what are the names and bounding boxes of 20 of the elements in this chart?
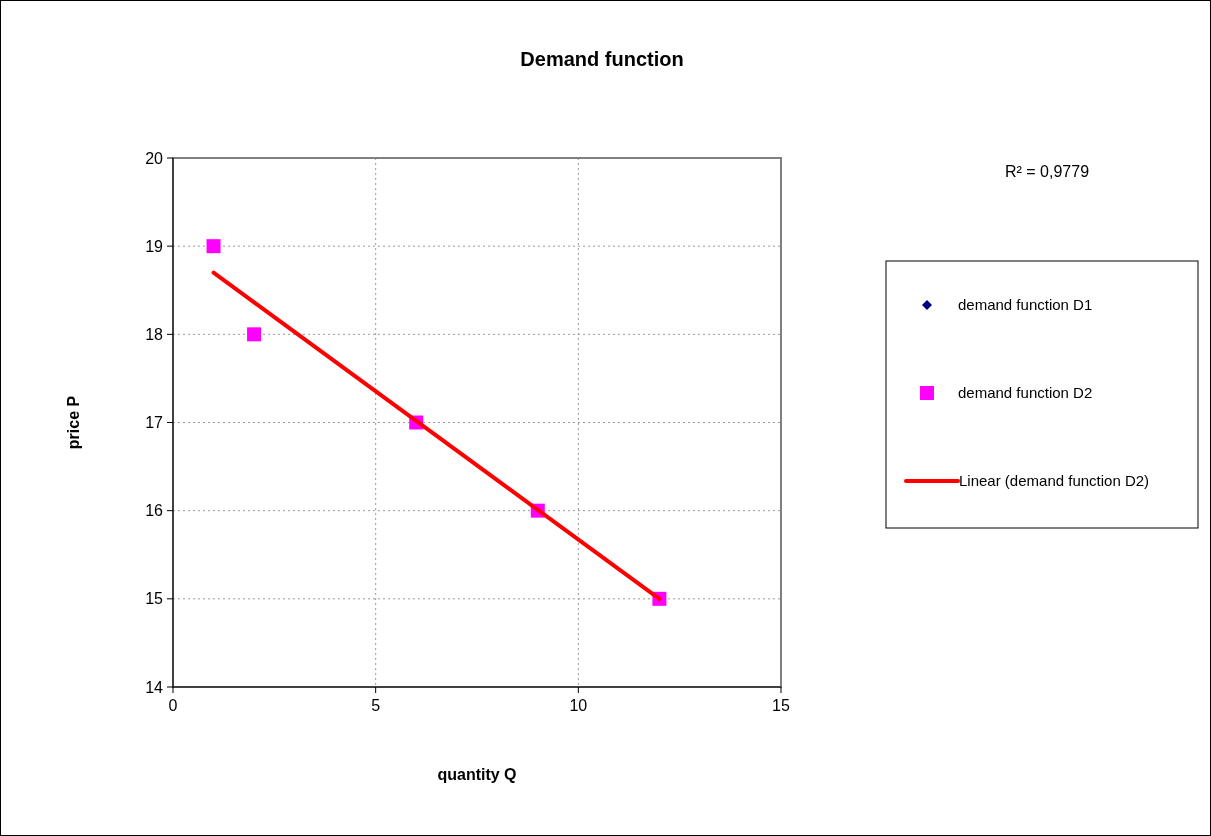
chart-title: Demand function [520,48,684,70]
y-tick-label: 17 [145,414,164,432]
x-axis-title: quantity Q [437,766,517,783]
y-tick-label: 18 [145,325,164,343]
legend-label: demand function D2 [958,384,1093,402]
y-tick-label: 16 [145,502,164,520]
point [247,327,262,342]
y-tick-label: 20 [145,149,164,167]
x-tick-label: 10 [569,697,588,714]
point [206,239,221,254]
text: R² = 0,9779 [1004,163,1090,180]
y-tick-label: 14 [145,678,164,696]
y-tick-label: 19 [145,237,164,255]
y-tick-label: 15 [145,590,164,608]
legend-label: Linear (demand function D2) [959,472,1150,490]
x-tick-label: 0 [168,697,178,714]
legend-label: demand function D1 [958,296,1093,314]
x-tick-label: 15 [772,697,790,714]
y-axis-title: price P [65,395,82,450]
x-tick-label: 5 [371,697,381,714]
